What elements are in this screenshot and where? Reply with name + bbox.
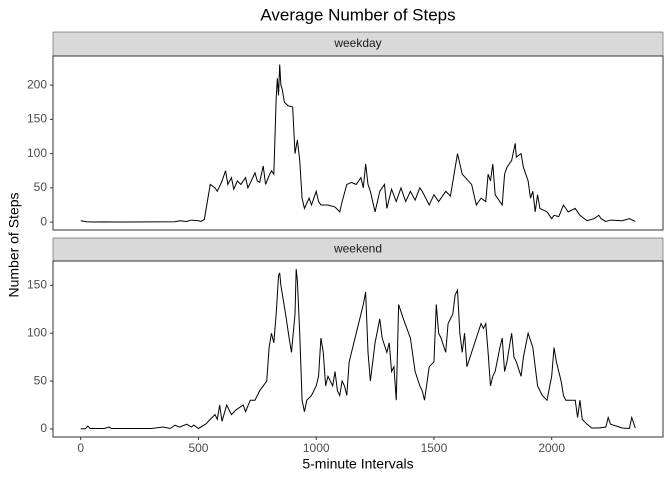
line — [80, 64, 636, 223]
x-tick-label: 1500 — [421, 441, 448, 455]
x-tick-label: 0 — [77, 441, 84, 455]
x-tick-label: 500 — [188, 441, 208, 455]
y-tick-label: 100 — [27, 325, 47, 339]
line — [80, 268, 636, 430]
x-axis-label: 5-minute Intervals — [302, 456, 413, 472]
strip — [52, 31, 664, 57]
y-tick-label: 200 — [27, 77, 47, 91]
y-tick-label: 50 — [34, 180, 48, 194]
panel — [52, 260, 664, 438]
y-tick-label: 100 — [27, 146, 47, 160]
strip-label: weekend — [333, 242, 382, 256]
strip-label: weekday — [333, 36, 381, 50]
chart-title: Average Number of Steps — [260, 5, 455, 24]
y-tick-label: 50 — [34, 373, 48, 387]
x-tick-label: 2000 — [538, 441, 565, 455]
y-tick-label: 150 — [27, 277, 47, 291]
x-tick-label: 1000 — [303, 441, 330, 455]
y-tick-label: 150 — [27, 112, 47, 126]
panel — [52, 55, 664, 231]
y-axis-label: Number of Steps — [6, 192, 22, 297]
y-tick-label: 0 — [40, 214, 47, 228]
y-tick-label: 0 — [40, 421, 47, 435]
